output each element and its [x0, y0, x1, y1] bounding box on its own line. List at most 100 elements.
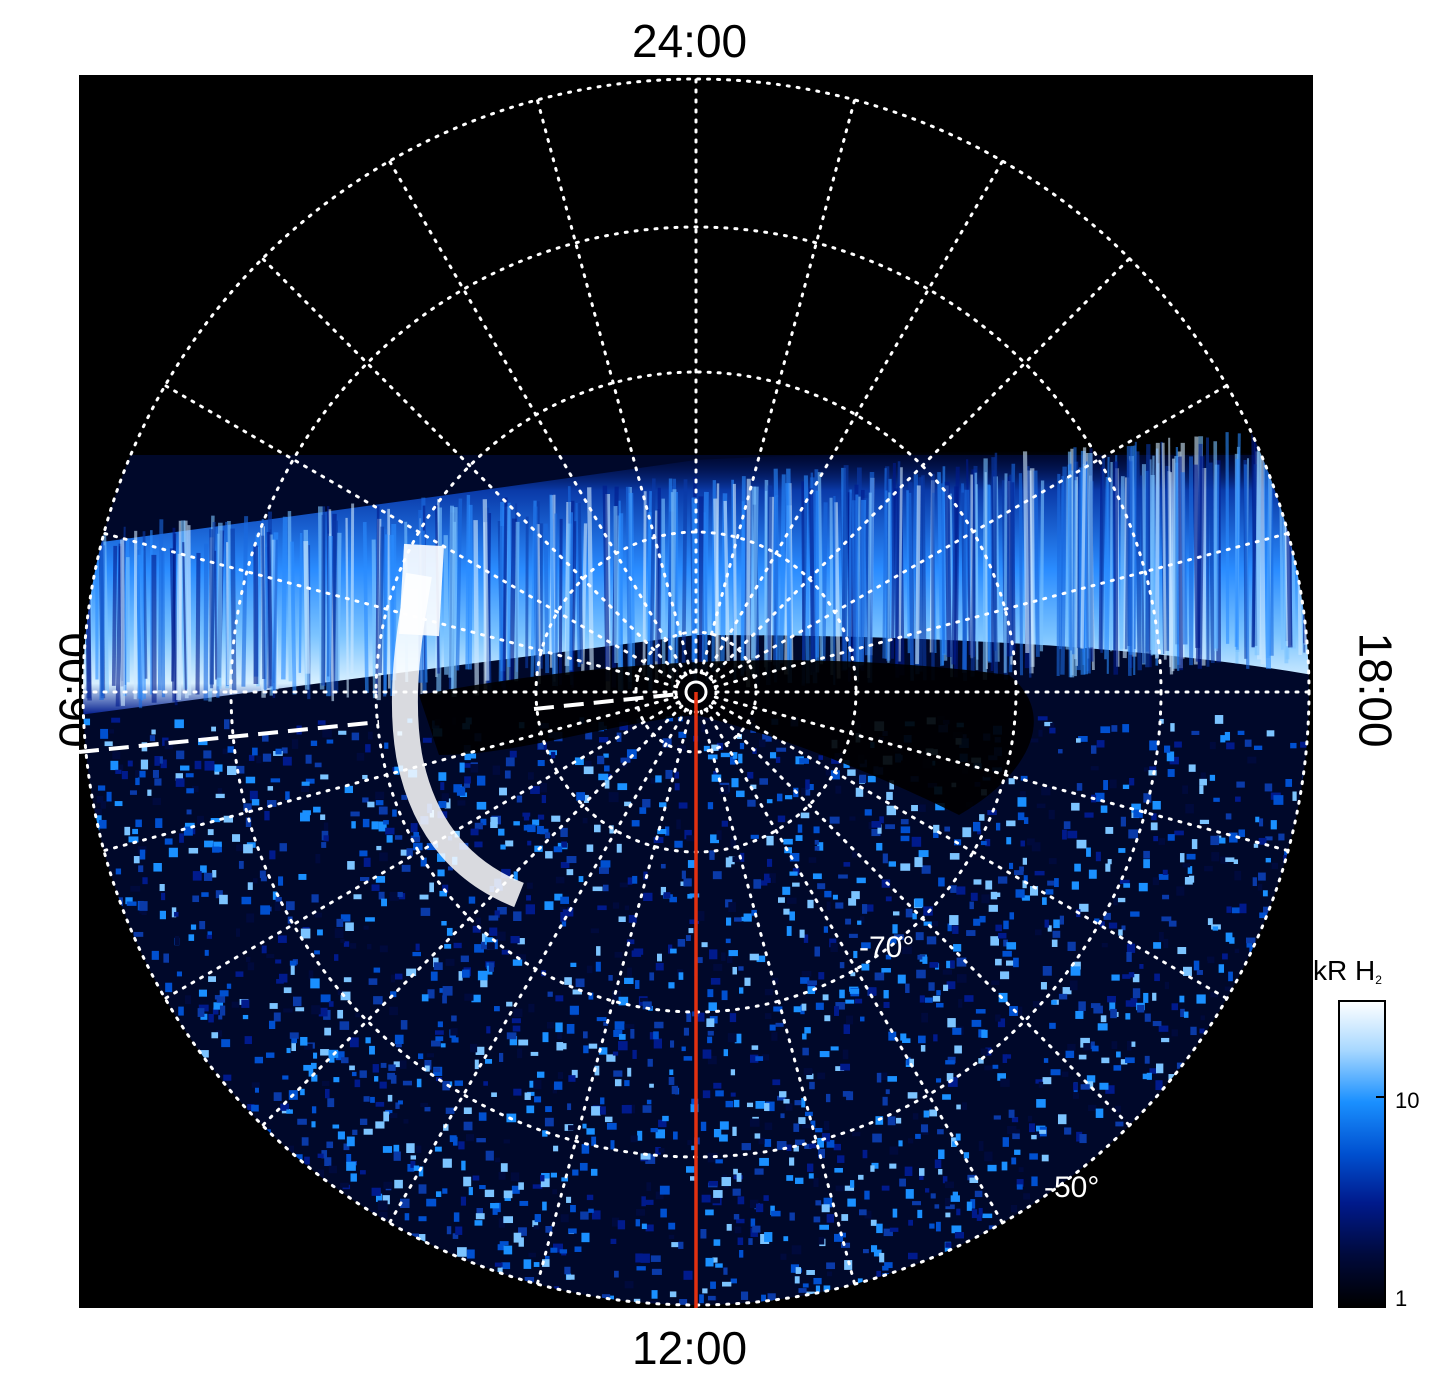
noise-speckle	[1029, 886, 1039, 896]
noise-speckle	[803, 1068, 813, 1075]
noise-speckle	[474, 1220, 483, 1226]
noise-speckle	[1014, 1149, 1021, 1155]
noise-speckle	[947, 923, 952, 932]
noise-speckle	[678, 1241, 684, 1249]
noise-speckle	[1196, 994, 1206, 1004]
latitude-label-70: -70°	[859, 931, 914, 964]
noise-speckle	[678, 802, 688, 809]
noise-speckle	[1062, 829, 1067, 840]
noise-speckle	[480, 979, 488, 988]
noise-speckle	[586, 1194, 594, 1201]
noise-speckle	[950, 885, 957, 893]
noise-speckle	[323, 822, 329, 831]
noise-speckle	[456, 786, 466, 796]
auroral-streak	[157, 519, 164, 691]
noise-speckle	[785, 1103, 793, 1111]
noise-speckle	[1183, 966, 1192, 976]
noise-speckle	[885, 896, 892, 902]
noise-speckle	[1091, 1045, 1099, 1052]
noise-speckle	[1252, 951, 1257, 958]
noise-speckle	[1044, 919, 1049, 928]
noise-speckle	[763, 873, 771, 883]
auroral-streak	[509, 518, 517, 681]
noise-speckle	[557, 1029, 562, 1040]
noise-speckle	[1065, 1050, 1075, 1058]
noise-speckle	[1304, 789, 1309, 798]
noise-speckle	[513, 1008, 523, 1017]
noise-speckle	[783, 838, 793, 845]
noise-speckle	[1179, 853, 1185, 863]
noise-speckle	[655, 1129, 666, 1139]
noise-speckle	[252, 1200, 263, 1210]
noise-speckle	[1153, 942, 1162, 949]
noise-speckle	[406, 1143, 415, 1154]
noise-speckle	[728, 950, 738, 957]
auroral-streak	[661, 498, 666, 677]
noise-speckle	[898, 1140, 903, 1147]
noise-speckle	[1294, 1072, 1301, 1081]
noise-speckle	[843, 1024, 851, 1034]
noise-speckle	[945, 1204, 955, 1210]
noise-speckle	[359, 850, 368, 857]
noise-speckle	[137, 1079, 143, 1089]
noise-speckle	[814, 845, 820, 851]
noise-speckle	[435, 1191, 442, 1198]
auroral-streak	[937, 472, 944, 667]
noise-speckle	[214, 769, 220, 775]
noise-speckle	[1170, 1266, 1175, 1275]
noise-speckle	[735, 790, 745, 798]
noise-speckle	[553, 1145, 559, 1152]
noise-speckle	[632, 1049, 637, 1059]
noise-speckle	[308, 970, 314, 980]
auroral-streak	[473, 520, 480, 696]
noise-speckle	[426, 1198, 437, 1207]
noise-speckle	[392, 809, 397, 817]
noise-speckle	[1038, 1214, 1048, 1219]
noise-speckle	[328, 1165, 337, 1174]
auroral-streak	[543, 523, 550, 674]
noise-speckle	[758, 1137, 765, 1145]
noise-speckle	[966, 930, 976, 936]
noise-speckle	[92, 1119, 97, 1126]
noise-speckle	[613, 1029, 623, 1038]
meridian-line	[261, 257, 684, 680]
noise-speckle	[453, 1267, 463, 1278]
auroral-streak	[1263, 443, 1272, 670]
noise-speckle	[212, 870, 217, 878]
noise-speckle	[1023, 875, 1028, 882]
noise-speckle	[1103, 780, 1109, 791]
noise-speckle	[1042, 1077, 1052, 1085]
noise-speckle	[1243, 1177, 1250, 1182]
noise-speckle	[705, 1257, 714, 1267]
noise-speckle	[580, 1211, 589, 1220]
noise-speckle	[1034, 929, 1042, 936]
noise-speckle	[840, 1242, 851, 1248]
noise-speckle	[149, 1097, 155, 1107]
noise-speckle	[1037, 716, 1048, 721]
noise-speckle	[215, 1202, 224, 1208]
noise-speckle	[1108, 1288, 1118, 1294]
noise-speckle	[1014, 1129, 1021, 1134]
noise-speckle	[429, 882, 434, 893]
noise-speckle	[203, 750, 212, 759]
auroral-streak	[882, 468, 887, 659]
noise-speckle	[537, 1290, 546, 1298]
noise-speckle	[412, 1243, 420, 1249]
auroral-streak	[565, 523, 573, 676]
auroral-streak	[443, 535, 449, 675]
noise-speckle	[608, 792, 619, 803]
noise-speckle	[94, 953, 105, 959]
noise-speckle	[1245, 983, 1252, 990]
noise-speckle	[192, 785, 199, 793]
noise-speckle	[1267, 1174, 1274, 1184]
noise-speckle	[1105, 863, 1111, 872]
noise-speckle	[204, 840, 214, 848]
noise-speckle	[304, 1043, 313, 1050]
auroral-streak	[120, 539, 125, 706]
noise-speckle	[513, 1088, 522, 1096]
noise-speckle	[1224, 986, 1232, 991]
noise-speckle	[185, 773, 194, 778]
noise-speckle	[152, 797, 161, 806]
noise-speckle	[419, 894, 429, 900]
noise-speckle	[702, 1049, 712, 1059]
